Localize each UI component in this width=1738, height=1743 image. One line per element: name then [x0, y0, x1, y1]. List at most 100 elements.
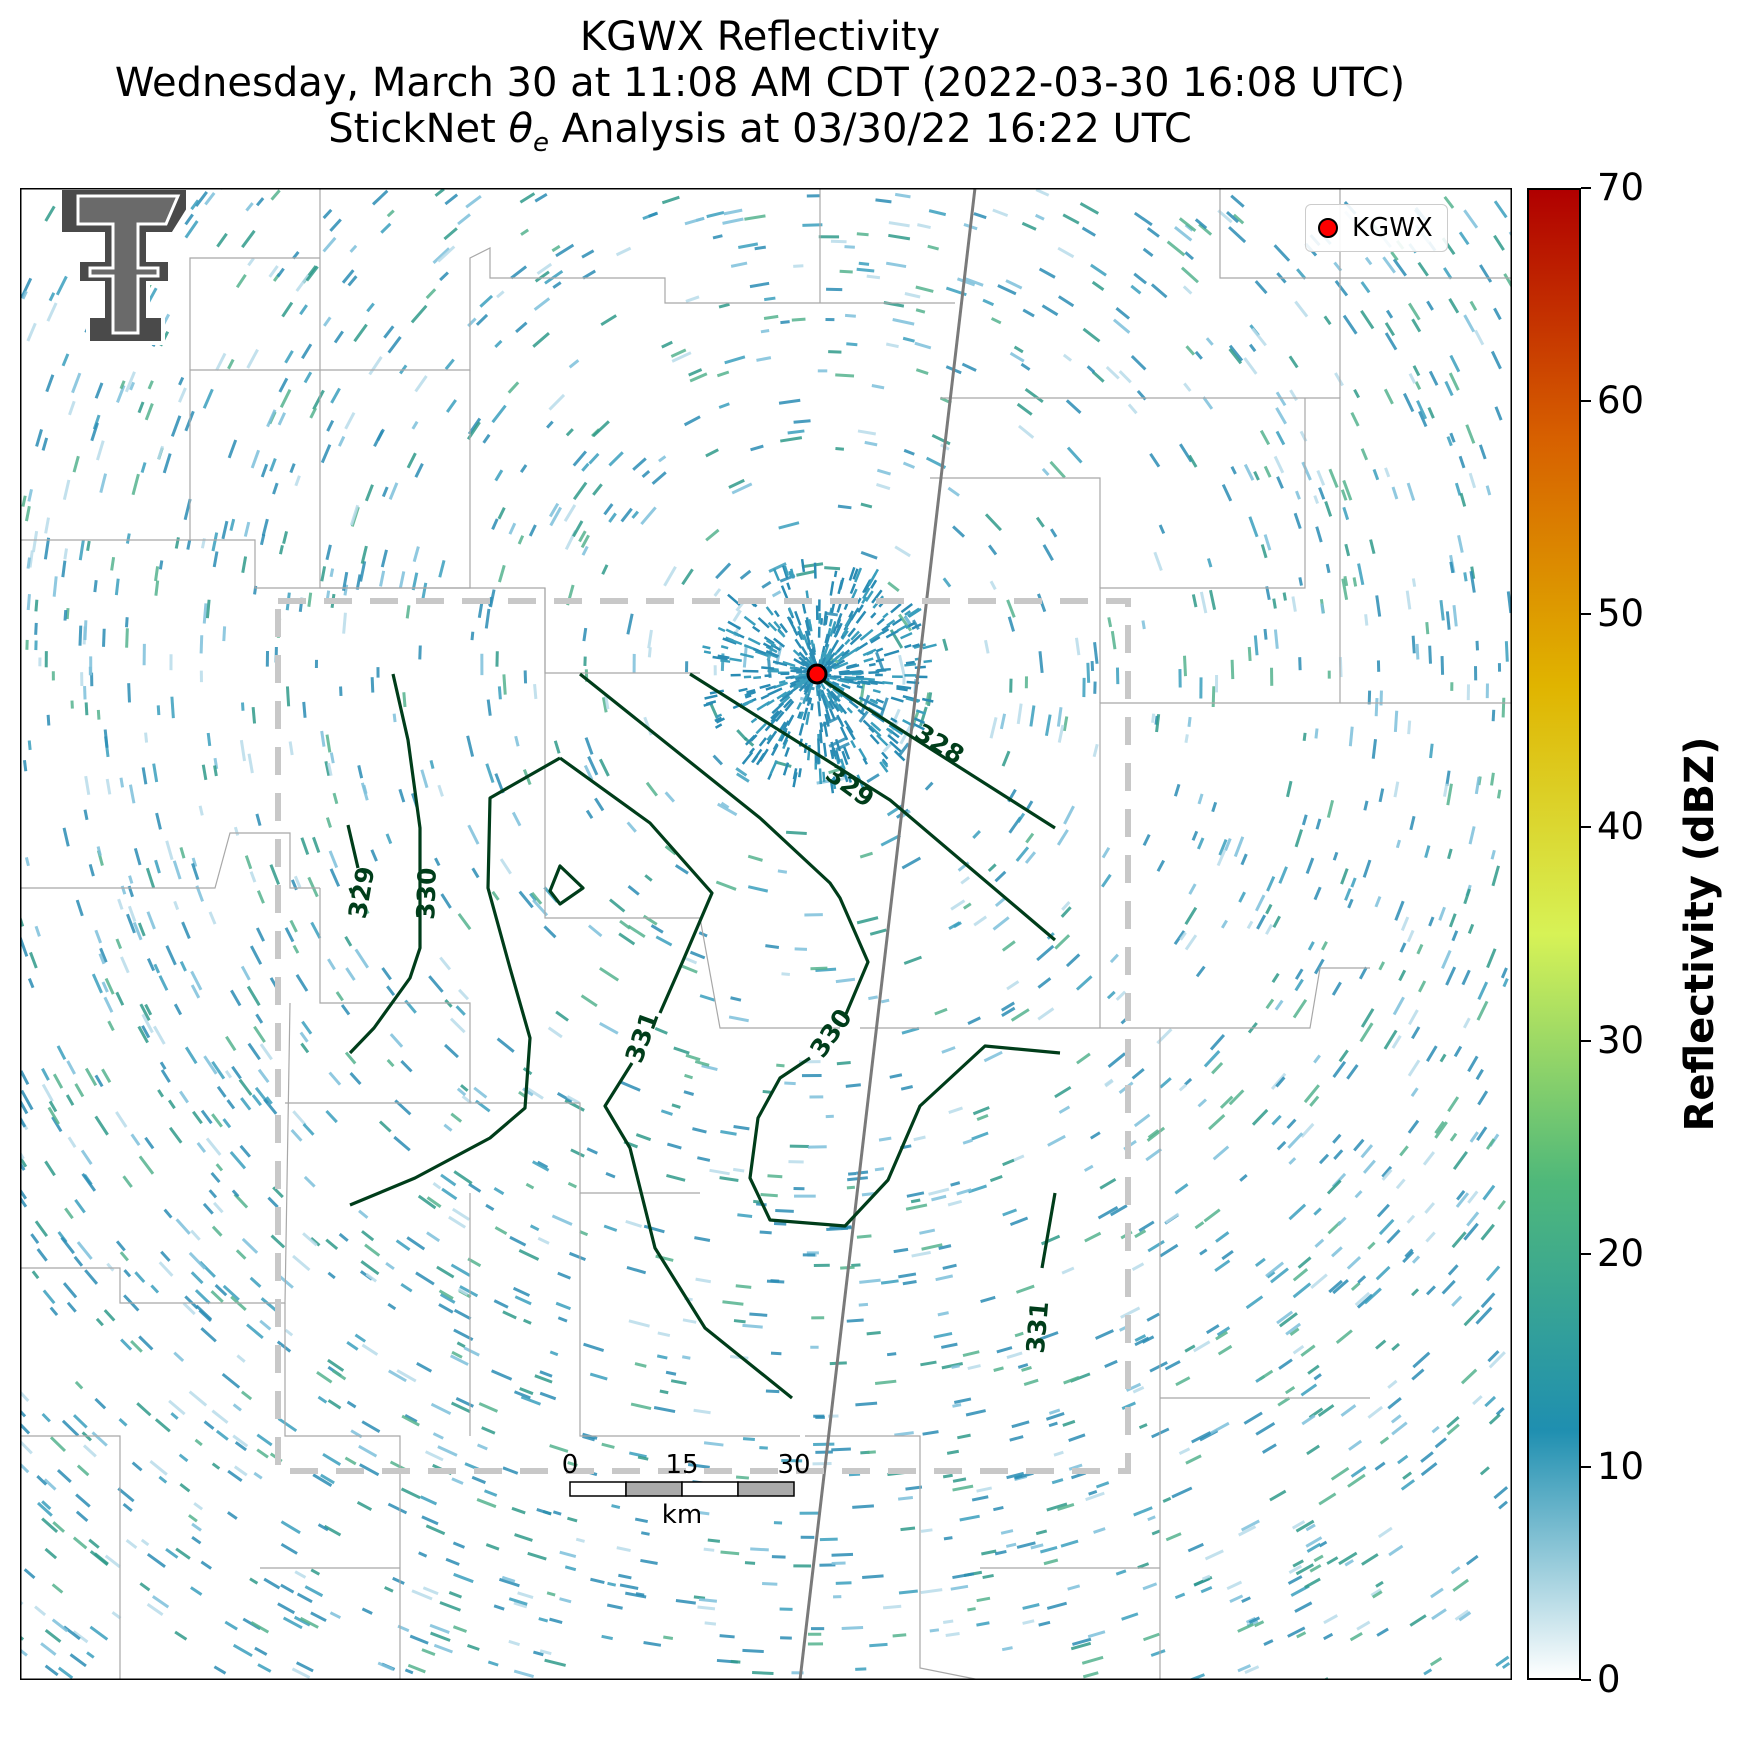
echo-gate [647, 647, 652, 658]
echo-gate [664, 845, 677, 856]
colorbar-tick-label: 60 [1597, 379, 1645, 423]
echo-gate [358, 1209, 369, 1219]
echo-gate [525, 1182, 535, 1190]
radar-map[interactable]: 328 329 330 331 329 330 331 [20, 188, 1512, 1680]
echo-gate [20, 907, 25, 927]
echo-gate [1265, 586, 1271, 601]
echo-gate [434, 188, 445, 197]
echo-gate [1265, 903, 1273, 915]
echo-gate [381, 486, 389, 498]
echo-gate [900, 1085, 913, 1091]
echo-gate [693, 1408, 711, 1415]
echo-gate [211, 1409, 229, 1424]
echo-gate [269, 458, 277, 472]
echo-gate [990, 317, 1002, 325]
echo-gate [1286, 780, 1293, 798]
echo-gate [1065, 953, 1081, 968]
echo-gate [303, 1175, 316, 1188]
echo-gate [1115, 990, 1127, 1001]
echo-gate [1411, 1026, 1421, 1040]
echo-gate [841, 626, 849, 636]
echo-gate [339, 686, 343, 697]
echo-gate [325, 1109, 338, 1124]
echo-gate [1306, 1542, 1322, 1553]
kgwx-radar-marker[interactable] [806, 663, 828, 685]
echo-gate [874, 1167, 885, 1172]
echo-gate [299, 1616, 319, 1629]
echo-gate [239, 739, 247, 762]
echo-gate [1384, 332, 1398, 351]
echo-gate [989, 1174, 1003, 1183]
echo-gate [791, 317, 806, 322]
scale-tick-30: 30 [777, 1450, 811, 1480]
echo-gate [792, 649, 801, 657]
echo-gate [894, 192, 911, 199]
echo-gate [718, 402, 730, 409]
echo-gate [831, 1561, 846, 1565]
echo-gate [1289, 1327, 1300, 1336]
echo-gate [439, 1601, 461, 1612]
echo-gate [129, 381, 136, 391]
echo-gate [276, 1340, 292, 1353]
echo-gate [184, 1046, 198, 1065]
echo-gate [327, 1399, 342, 1410]
echo-gate [907, 621, 916, 628]
echo-gate [1253, 470, 1260, 481]
echo-gate [379, 570, 386, 587]
echo-gate [266, 409, 277, 428]
echo-gate [1313, 1207, 1322, 1216]
echo-gate [658, 455, 667, 463]
echo-gate [1384, 467, 1391, 478]
echo-gate [380, 222, 392, 234]
echo-gate [684, 216, 705, 226]
echo-gate [1452, 1578, 1469, 1592]
echo-gate [582, 269, 596, 280]
echo-gate [497, 564, 506, 583]
echo-gate [559, 1550, 577, 1559]
echo-gate [1216, 1326, 1231, 1337]
echo-gate [1411, 1288, 1420, 1297]
echo-gate [1451, 930, 1459, 942]
echo-gate [1150, 1649, 1166, 1657]
echo-gate [25, 639, 29, 650]
echo-gate [802, 1253, 816, 1257]
colorbar-tick-mark [1581, 1465, 1591, 1468]
echo-gate [1408, 302, 1421, 321]
echo-gate [870, 612, 877, 619]
echo-gate [1240, 1519, 1260, 1532]
echo-gate [1484, 1395, 1497, 1408]
echo-gate [787, 429, 805, 435]
echo-gate [1309, 1095, 1320, 1107]
echo-gate [1251, 327, 1267, 347]
echo-gate [588, 452, 600, 465]
echo-gate [1332, 1279, 1349, 1295]
echo-gate [40, 1642, 57, 1656]
echo-gate [976, 1596, 991, 1603]
echo-gate [859, 694, 871, 715]
echo-gate [1364, 256, 1373, 266]
echo-gate [84, 1067, 98, 1087]
echo-gate [764, 296, 776, 302]
echo-gate [709, 1168, 730, 1176]
echo-gate [759, 1446, 768, 1450]
echo-gate [858, 710, 869, 723]
echo-gate [732, 609, 742, 623]
echo-gate [718, 302, 730, 309]
echo-gate [1455, 1192, 1470, 1208]
echo-gate [719, 1176, 739, 1183]
echo-gate [817, 690, 822, 702]
echo-gate [1482, 1184, 1496, 1201]
echo-gate [792, 768, 798, 780]
echo-gate [1493, 1486, 1509, 1500]
echo-gate [647, 629, 653, 649]
echo-gate [742, 1323, 763, 1329]
echo-gate [729, 657, 742, 662]
echo-gate [1294, 829, 1304, 848]
echo-gate [717, 654, 730, 659]
echo-gate [1243, 357, 1258, 375]
colorbar-tick-mark [1581, 187, 1591, 189]
echo-gate [130, 1133, 141, 1146]
echo-gate [925, 692, 931, 705]
echo-gate [1370, 1588, 1382, 1597]
echo-gate [1024, 676, 1028, 689]
